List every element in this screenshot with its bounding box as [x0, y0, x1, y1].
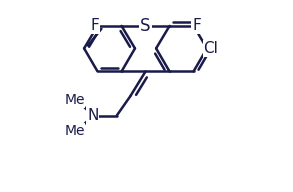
Text: F: F — [90, 18, 99, 33]
Text: N: N — [87, 108, 98, 123]
Text: Me: Me — [64, 93, 85, 107]
Text: Me: Me — [64, 124, 85, 138]
Text: F: F — [192, 18, 201, 33]
Text: Cl: Cl — [203, 41, 218, 56]
Text: S: S — [140, 17, 151, 35]
